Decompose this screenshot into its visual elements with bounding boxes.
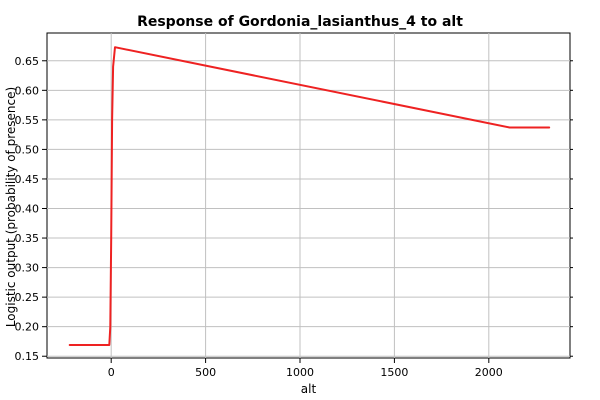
y-tick-label: 0.30 <box>15 262 40 275</box>
y-tick-label: 0.20 <box>15 321 40 334</box>
y-axis-label: Logistic output (probability of presence… <box>4 86 18 328</box>
y-tick-label: 0.55 <box>15 114 40 127</box>
series-layer <box>68 46 551 346</box>
chart-title: Response of Gordonia_lasianthus_4 to alt <box>137 14 463 30</box>
x-tick-label: 1000 <box>286 366 314 379</box>
x-tick-label: 2000 <box>475 366 503 379</box>
x-tick-label: 1500 <box>380 366 408 379</box>
y-tick-label: 0.25 <box>15 291 40 304</box>
y-tick-label: 0.15 <box>15 350 40 363</box>
grid-layer <box>47 33 570 358</box>
y-tick-label: 0.45 <box>15 173 40 186</box>
y-tick-label: 0.50 <box>15 143 40 156</box>
series-line <box>68 46 551 346</box>
ticks-layer: 0 500 1000 1500 2000 0.15 0.20 0.25 0.30 0.35 0.40… <box>15 55 573 379</box>
x-axis-label: alt <box>300 382 317 396</box>
x-tick-label: 500 <box>195 366 216 379</box>
y-tick-label: 0.35 <box>15 232 40 245</box>
y-tick-label: 0.60 <box>15 84 40 97</box>
x-tick-label: 0 <box>108 366 115 379</box>
y-tick-label: 0.40 <box>15 203 40 216</box>
plot-area <box>46 32 571 359</box>
y-tick-label: 0.65 <box>15 55 40 68</box>
